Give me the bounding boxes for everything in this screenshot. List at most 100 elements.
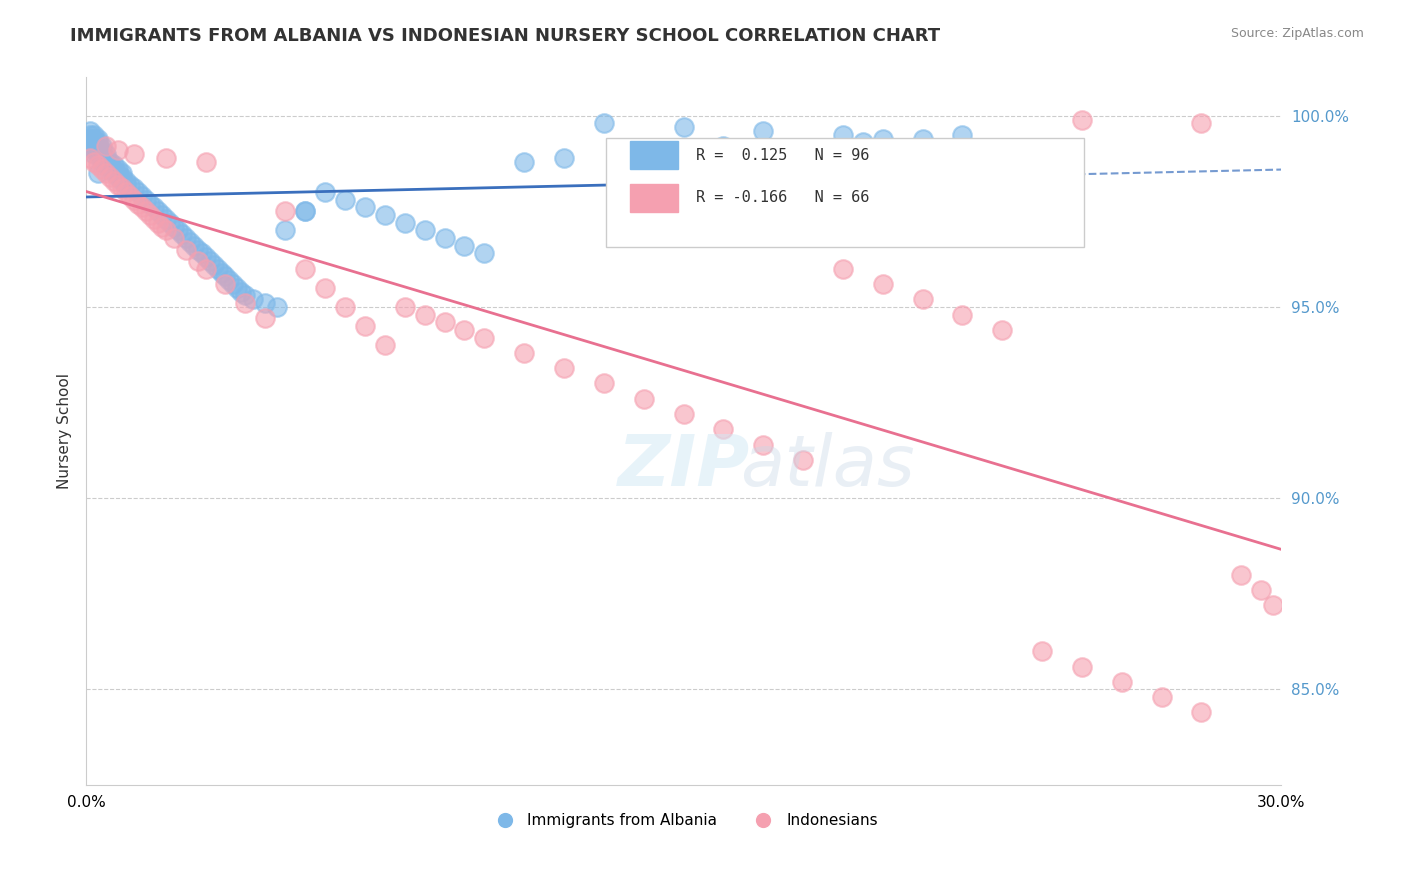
Point: [231, 285, 253, 299]
Point: [87, 136, 110, 150]
Point: [1230, 567, 1253, 582]
Point: [98, 154, 121, 169]
Point: [118, 189, 141, 203]
Point: [183, 239, 205, 253]
Point: [752, 124, 775, 138]
Point: [633, 392, 655, 406]
Point: [254, 311, 277, 326]
Point: [593, 376, 616, 391]
Point: [633, 143, 655, 157]
Point: [94, 139, 117, 153]
Point: [513, 154, 536, 169]
Point: [1250, 582, 1272, 597]
Point: [207, 261, 229, 276]
Point: [235, 288, 257, 302]
Point: [872, 131, 894, 145]
Point: [792, 453, 814, 467]
Point: [1191, 706, 1213, 720]
Point: [94, 154, 117, 169]
Point: [314, 185, 336, 199]
Point: [163, 219, 186, 234]
Point: [83, 131, 105, 145]
Point: [952, 308, 974, 322]
Point: [194, 250, 217, 264]
Point: [103, 162, 125, 177]
Point: [226, 281, 249, 295]
Point: [266, 300, 288, 314]
FancyBboxPatch shape: [606, 137, 1084, 247]
Point: [474, 330, 496, 344]
Point: [832, 261, 855, 276]
Point: [1150, 690, 1173, 705]
Point: [166, 223, 188, 237]
Point: [413, 308, 436, 322]
Bar: [630, 141, 678, 169]
Point: [107, 162, 129, 177]
Point: [98, 169, 121, 184]
Point: [91, 143, 114, 157]
Point: [83, 143, 105, 157]
Legend: Immigrants from Albania, Indonesians: Immigrants from Albania, Indonesians: [484, 807, 884, 834]
Text: ZIP: ZIP: [617, 432, 749, 501]
Point: [115, 174, 138, 188]
Point: [198, 254, 221, 268]
Text: R =  0.125   N = 96: R = 0.125 N = 96: [696, 148, 869, 162]
Point: [111, 181, 134, 195]
Point: [274, 204, 297, 219]
Point: [87, 139, 110, 153]
Point: [135, 204, 157, 219]
Point: [150, 208, 173, 222]
Point: [222, 277, 245, 291]
Point: [135, 193, 157, 207]
Point: [87, 158, 110, 172]
Text: atlas: atlas: [740, 432, 914, 501]
Point: [79, 139, 101, 153]
Point: [333, 300, 356, 314]
Point: [83, 136, 105, 150]
Point: [155, 211, 177, 226]
Point: [94, 147, 117, 161]
Point: [115, 185, 138, 199]
Point: [1261, 599, 1284, 613]
Point: [1191, 116, 1213, 130]
Point: [294, 261, 316, 276]
Point: [294, 204, 316, 219]
Point: [150, 219, 173, 234]
Point: [111, 174, 134, 188]
Point: [79, 151, 101, 165]
Point: [87, 131, 110, 145]
Point: [146, 204, 169, 219]
Point: [453, 323, 475, 337]
Point: [254, 296, 277, 310]
Point: [83, 139, 105, 153]
Point: [98, 158, 121, 172]
Point: [1071, 659, 1094, 673]
Point: [174, 231, 197, 245]
Point: [79, 128, 101, 142]
Point: [87, 166, 110, 180]
Point: [122, 193, 145, 207]
Point: [911, 131, 934, 145]
Point: [593, 116, 616, 130]
Point: [155, 151, 177, 165]
Point: [122, 181, 145, 195]
Point: [115, 178, 138, 192]
Point: [354, 201, 377, 215]
Point: [852, 136, 875, 150]
Point: [107, 169, 129, 184]
Point: [179, 235, 201, 249]
Point: [672, 120, 695, 135]
Point: [146, 216, 169, 230]
Y-axis label: Nursery School: Nursery School: [58, 373, 72, 490]
Point: [107, 178, 129, 192]
Point: [159, 216, 181, 230]
Point: [103, 166, 125, 180]
Point: [111, 169, 134, 184]
Point: [274, 223, 297, 237]
Point: [433, 231, 456, 245]
Point: [672, 407, 695, 421]
Point: [131, 201, 153, 215]
Point: [122, 147, 145, 161]
Point: [453, 239, 475, 253]
Point: [214, 269, 236, 284]
